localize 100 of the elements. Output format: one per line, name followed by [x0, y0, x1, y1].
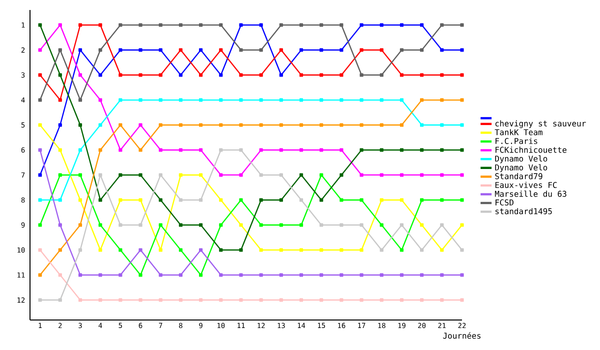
point [219, 298, 223, 302]
point [178, 198, 182, 202]
point [178, 23, 182, 27]
point [400, 173, 404, 177]
point [98, 198, 102, 202]
point [38, 148, 42, 152]
point [440, 123, 444, 127]
point [118, 198, 122, 202]
legend-label: FCSD [496, 199, 514, 206]
point [420, 148, 424, 152]
point [400, 48, 404, 52]
point [299, 173, 304, 177]
legend-label: Dynamo Velo [495, 155, 548, 164]
point [219, 48, 223, 52]
point [198, 98, 203, 102]
point [360, 23, 364, 27]
point [198, 148, 203, 152]
point [58, 223, 62, 227]
point [440, 273, 444, 277]
point [360, 148, 364, 152]
point [158, 123, 162, 127]
point [360, 223, 364, 227]
point [219, 98, 223, 102]
point [158, 223, 162, 227]
point [320, 98, 324, 102]
point [239, 198, 243, 202]
point [219, 273, 223, 277]
x-axis-title: Journées [443, 332, 480, 339]
point [158, 23, 162, 27]
point [78, 173, 82, 177]
point [279, 223, 283, 227]
point [259, 123, 263, 127]
point [440, 248, 444, 252]
point [78, 273, 82, 277]
legend-label: chevigny st sauveur [495, 120, 586, 128]
point [138, 248, 142, 252]
point [440, 223, 444, 227]
point [320, 123, 324, 127]
point [420, 48, 424, 52]
point [460, 298, 464, 302]
point [198, 298, 203, 302]
point [299, 148, 304, 152]
point [118, 23, 122, 27]
point [178, 123, 182, 127]
point [239, 123, 243, 127]
point [440, 198, 444, 202]
point [340, 48, 344, 52]
point [360, 198, 364, 202]
point [299, 23, 304, 27]
point [58, 148, 62, 152]
point [58, 198, 62, 202]
point [259, 73, 263, 77]
point [279, 123, 283, 127]
point [219, 148, 223, 152]
point [38, 223, 42, 227]
point [279, 23, 283, 27]
point [239, 148, 243, 152]
point [460, 98, 464, 102]
point [299, 198, 304, 202]
point [440, 48, 444, 52]
point [299, 298, 304, 302]
point [259, 148, 263, 152]
point [219, 223, 223, 227]
point [219, 73, 223, 77]
point [118, 273, 122, 277]
point [299, 223, 304, 227]
point [239, 248, 243, 252]
point [340, 298, 344, 302]
point [138, 223, 142, 227]
point [320, 198, 324, 202]
point [198, 248, 203, 252]
point [320, 148, 324, 152]
point [118, 148, 122, 152]
point [360, 73, 364, 77]
point [279, 173, 283, 177]
point [58, 298, 62, 302]
point [138, 23, 142, 27]
point [239, 48, 243, 52]
point [460, 248, 464, 252]
point [340, 223, 344, 227]
point [138, 198, 142, 202]
point [178, 273, 182, 277]
point [118, 123, 122, 127]
point [98, 273, 102, 277]
point [279, 248, 283, 252]
point [38, 48, 42, 52]
point [178, 248, 182, 252]
point [98, 148, 102, 152]
point [178, 73, 182, 77]
point [58, 73, 62, 77]
point [198, 198, 203, 202]
point [38, 198, 42, 202]
point [380, 248, 384, 252]
point [400, 73, 404, 77]
point [98, 298, 102, 302]
point [78, 23, 82, 27]
point [138, 98, 142, 102]
legend-label: Eaux-vives FC [495, 182, 557, 188]
point [38, 98, 42, 102]
point [460, 198, 464, 202]
